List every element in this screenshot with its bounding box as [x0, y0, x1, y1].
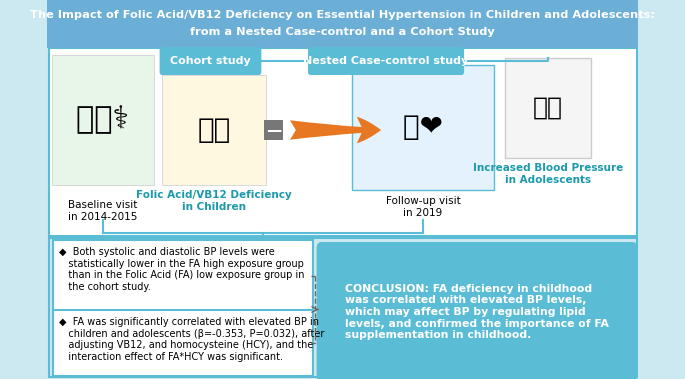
- FancyBboxPatch shape: [316, 242, 638, 379]
- FancyBboxPatch shape: [53, 310, 313, 376]
- Text: Nested Case-control study: Nested Case-control study: [303, 56, 469, 66]
- Text: 🩺📟: 🩺📟: [533, 96, 563, 120]
- Text: The Impact of Folic Acid/VB12 Deficiency on Essential Hypertension in Children a: The Impact of Folic Acid/VB12 Deficiency…: [30, 10, 655, 20]
- FancyBboxPatch shape: [49, 48, 636, 236]
- Text: 👧🍎: 👧🍎: [197, 116, 231, 144]
- Text: Increased Blood Pressure
in Adolescents: Increased Blood Pressure in Adolescents: [473, 163, 623, 185]
- FancyBboxPatch shape: [49, 238, 636, 377]
- Text: Follow-up visit
in 2019: Follow-up visit in 2019: [386, 196, 460, 218]
- Text: Cohort study: Cohort study: [170, 56, 251, 66]
- Text: CONCLUSION: FA deficiency in childhood
was correlated with elevated BP levels,
w: CONCLUSION: FA deficiency in childhood w…: [345, 284, 609, 340]
- Text: ◆  FA was significantly correlated with elevated BP in
   children and adolescen: ◆ FA was significantly correlated with e…: [59, 317, 324, 362]
- Text: —: —: [266, 122, 281, 138]
- FancyBboxPatch shape: [162, 75, 266, 185]
- FancyBboxPatch shape: [352, 65, 495, 190]
- FancyBboxPatch shape: [505, 58, 591, 158]
- Text: Baseline visit
in 2014-2015: Baseline visit in 2014-2015: [68, 200, 138, 222]
- Text: Folic Acid/VB12 Deficiency
in Children: Folic Acid/VB12 Deficiency in Children: [136, 190, 292, 211]
- FancyBboxPatch shape: [264, 120, 283, 140]
- FancyBboxPatch shape: [160, 47, 262, 75]
- FancyBboxPatch shape: [308, 47, 464, 75]
- Text: from a Nested Case-control and a Cohort Study: from a Nested Case-control and a Cohort …: [190, 27, 495, 37]
- FancyBboxPatch shape: [47, 0, 638, 48]
- Text: 🩺👨‍⚕️: 🩺👨‍⚕️: [76, 105, 129, 135]
- FancyBboxPatch shape: [53, 240, 313, 312]
- FancyBboxPatch shape: [52, 55, 153, 185]
- Text: ◆  Both systolic and diastolic BP levels were
   statistically lower in the FA h: ◆ Both systolic and diastolic BP levels …: [59, 247, 304, 292]
- Text: 💉❤️: 💉❤️: [403, 113, 443, 141]
